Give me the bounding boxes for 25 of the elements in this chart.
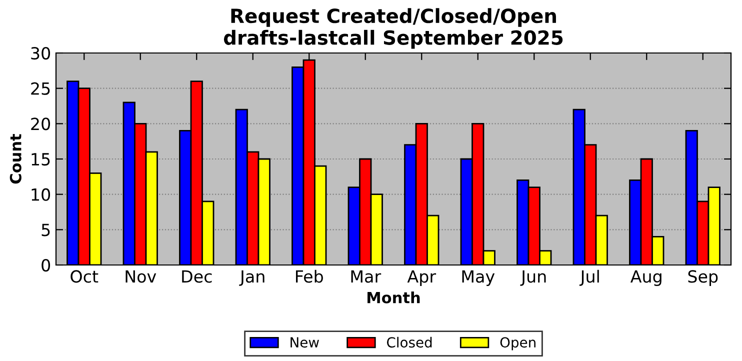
y-tick-label: 15 (32, 153, 50, 166)
x-tick-label: Oct (70, 270, 98, 283)
x-tick-label: Aug (630, 270, 662, 286)
x-axis-title: Month (368, 292, 420, 304)
y-tick-label: 30 (31, 46, 50, 60)
legend-label: New (290, 337, 319, 348)
y-tick-label: 0 (42, 258, 50, 272)
x-tick-label: Jan (239, 270, 264, 286)
x-tick-label: Apr (407, 270, 436, 286)
y-tick-label: 5 (42, 224, 50, 236)
x-tick-label: Nov (126, 270, 156, 283)
y-axis-title: Count (10, 134, 22, 184)
x-tick-label: Feb (296, 270, 323, 283)
y-tick-label: 20 (31, 118, 50, 130)
y-tick-label: 25 (31, 82, 50, 95)
x-tick-label: Jun (520, 270, 546, 286)
legend-label: Closed (386, 336, 432, 348)
y-tick-label: 10 (32, 188, 50, 201)
legend-label: Open (500, 337, 536, 350)
x-tick-label: Sep (688, 270, 718, 286)
x-tick-label: Jul (579, 270, 599, 286)
x-tick-label: May (462, 270, 495, 286)
x-tick-label: Dec (182, 270, 212, 283)
x-tick-label: Mar (351, 270, 382, 283)
chart-title: Request Created/Closed/Open drafts-lastcall September 2025 (224, 8, 563, 49)
